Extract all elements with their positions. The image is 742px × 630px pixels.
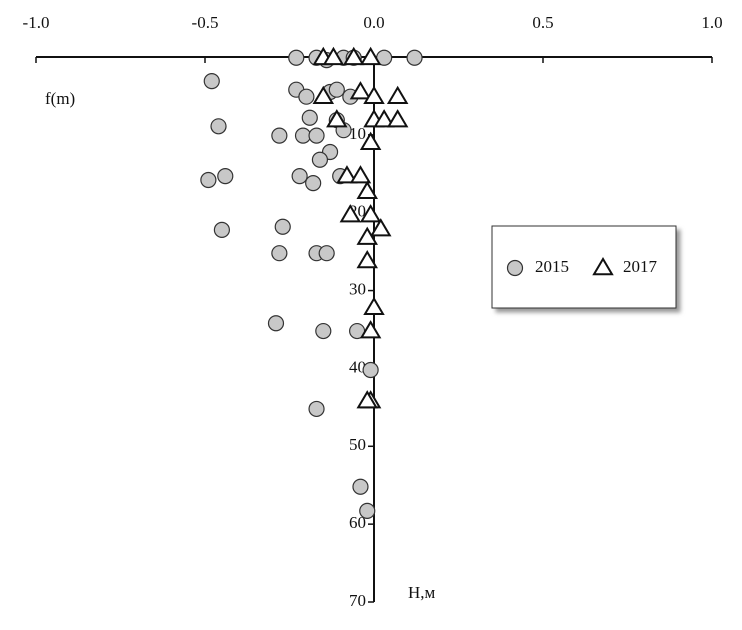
point: [342, 46, 365, 66]
legend-label: 2015: [535, 257, 569, 276]
point: [311, 151, 329, 168]
point: [363, 85, 385, 105]
point: [308, 127, 325, 144]
point: [359, 131, 382, 150]
point: [356, 390, 378, 409]
legend-marker: [592, 257, 614, 276]
point: [386, 85, 409, 105]
point: [305, 175, 322, 192]
point: [363, 296, 385, 315]
x-tick-label: 0.0: [363, 13, 384, 32]
y-tick-label: 40: [349, 357, 366, 376]
x-tick-label: 1.0: [701, 13, 722, 32]
point: [373, 109, 395, 128]
point: [349, 165, 372, 184]
point: [326, 109, 348, 128]
point: [271, 245, 288, 262]
point: [322, 46, 345, 66]
point: [294, 127, 312, 144]
point: [301, 109, 318, 126]
legend-marker: [506, 259, 524, 277]
x-tick-label: -1.0: [23, 13, 50, 32]
y-axis-label: H,м: [408, 583, 436, 602]
point: [370, 218, 392, 237]
legend-label: 2017: [623, 257, 658, 276]
point: [308, 400, 325, 418]
x-tick-label: 0.5: [532, 13, 553, 32]
point: [328, 81, 345, 98]
x-tick-label: -0.5: [192, 13, 219, 32]
point: [274, 218, 291, 235]
point: [213, 221, 230, 238]
point: [352, 478, 369, 495]
point: [298, 88, 315, 105]
y-tick-label: 50: [349, 435, 366, 454]
point: [271, 127, 288, 144]
point: [288, 49, 305, 66]
point: [312, 85, 335, 105]
point: [356, 250, 378, 269]
y-tick-label: 70: [349, 591, 366, 610]
point: [349, 81, 372, 100]
point: [359, 320, 382, 339]
point: [359, 502, 376, 520]
point: [386, 109, 409, 128]
x-axis-label: f(m): [45, 89, 75, 108]
y-tick-label: 60: [349, 513, 366, 532]
point: [336, 165, 358, 184]
point: [315, 322, 332, 340]
point: [203, 73, 220, 90]
point: [356, 226, 378, 245]
point: [406, 49, 423, 66]
point: [339, 204, 362, 223]
point: [217, 168, 234, 185]
point: [359, 204, 382, 223]
point: [362, 361, 379, 379]
point: [356, 180, 378, 199]
y-tick-label: 10: [349, 124, 366, 143]
point: [318, 245, 335, 262]
point: [200, 171, 217, 189]
point: [359, 46, 382, 66]
point: [267, 315, 285, 332]
y-tick-label: 30: [349, 279, 366, 298]
point: [210, 118, 227, 135]
point: [291, 168, 308, 185]
